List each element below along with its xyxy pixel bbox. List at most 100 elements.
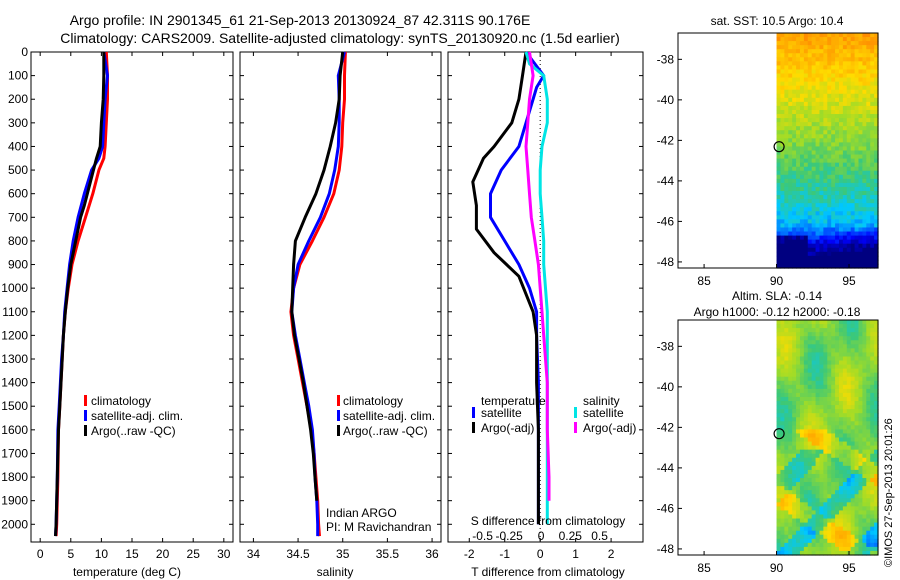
map-cell (858, 158, 863, 164)
map-cell (788, 33, 793, 38)
map-cell (827, 97, 832, 103)
map-cell (846, 154, 852, 160)
map-cell (858, 392, 863, 398)
map-cell (823, 328, 828, 333)
map-cell (796, 421, 801, 426)
map-cell (850, 69, 856, 75)
map-cell (796, 344, 801, 349)
map-cell (835, 344, 840, 349)
map-cell (846, 522, 852, 528)
map-cell (862, 461, 867, 467)
map-cell (823, 33, 828, 38)
map-cell (831, 376, 836, 382)
map-cell (811, 340, 817, 345)
map-cell (842, 465, 848, 471)
map-cell (870, 461, 875, 467)
map-cell (815, 33, 821, 38)
map-cell (780, 134, 785, 139)
map-cell (811, 77, 817, 83)
map-cell (776, 538, 782, 544)
map-cell (858, 340, 863, 345)
map-cell (874, 174, 879, 180)
map-cell (854, 344, 860, 349)
map-cell (838, 518, 844, 524)
map-cell (874, 368, 879, 374)
map-cell (780, 118, 785, 123)
map-cell (874, 514, 879, 520)
map-cell (780, 502, 785, 507)
map-cell (796, 486, 801, 491)
map-cell (874, 73, 879, 79)
map-cell (838, 207, 844, 212)
map-cell (796, 348, 801, 354)
map-cell (842, 142, 848, 148)
map-cell (815, 542, 821, 548)
map-cell (854, 413, 860, 418)
map-cell (874, 433, 879, 439)
map-cell (803, 380, 809, 386)
map-cell (850, 344, 856, 349)
map-cell (776, 364, 782, 370)
map-cell (838, 162, 844, 168)
map-cell (776, 259, 782, 265)
map-cell (870, 486, 875, 491)
map-cell (827, 41, 832, 46)
map-cell (792, 498, 797, 503)
map-cell (819, 348, 824, 354)
map-cell (866, 392, 871, 398)
map-cell (858, 437, 863, 443)
map-cell (842, 114, 848, 119)
map-cell (835, 101, 840, 107)
map-cell (827, 33, 832, 38)
map-cell (780, 251, 785, 257)
map-cell (858, 482, 863, 487)
map-cell (866, 235, 871, 241)
map-cell (866, 368, 871, 374)
map-cell (807, 320, 813, 325)
map-cell (870, 344, 875, 349)
map-cell (796, 105, 801, 111)
map-cell (796, 332, 801, 337)
map-cell (807, 392, 813, 398)
map-cell (819, 85, 824, 91)
map-cell (846, 392, 852, 398)
map-cell (815, 356, 821, 362)
map-cell (874, 37, 879, 42)
map-cell (850, 93, 856, 99)
map-cell (827, 235, 832, 241)
map-cell (850, 195, 856, 200)
map-cell (854, 195, 860, 200)
map-cell (835, 174, 840, 180)
map-cell (858, 138, 863, 143)
map-cell (850, 364, 856, 370)
map-cell (838, 522, 844, 528)
map-cell (866, 41, 871, 46)
temperature-legend: climatology satellite-adj. clim. Argo(..… (84, 394, 183, 438)
map-cell (784, 138, 789, 143)
y-tick-label: 1400 (1, 376, 28, 390)
map-cell (850, 37, 856, 42)
map-cell (811, 146, 817, 152)
map-cell (807, 126, 813, 131)
map-cell (796, 518, 801, 524)
map-cell (784, 324, 789, 329)
map-cell (850, 109, 856, 115)
map-cell (846, 320, 852, 325)
map-cell (862, 251, 867, 257)
map-cell (811, 502, 817, 507)
map-cell (792, 105, 797, 111)
map-cell (803, 449, 809, 455)
map-cell (815, 502, 821, 507)
map-cell (866, 134, 871, 139)
temperature-xlabel: temperature (deg C) (73, 565, 181, 579)
map-cell (792, 348, 797, 354)
map-cell (838, 105, 844, 111)
map-cell (803, 247, 809, 253)
map-cell (815, 65, 821, 71)
map-cell (870, 324, 875, 329)
map-cell (835, 126, 840, 131)
map-cell (796, 388, 801, 394)
map-cell (862, 421, 867, 426)
map-cell (788, 182, 793, 188)
map-cell (803, 538, 809, 544)
